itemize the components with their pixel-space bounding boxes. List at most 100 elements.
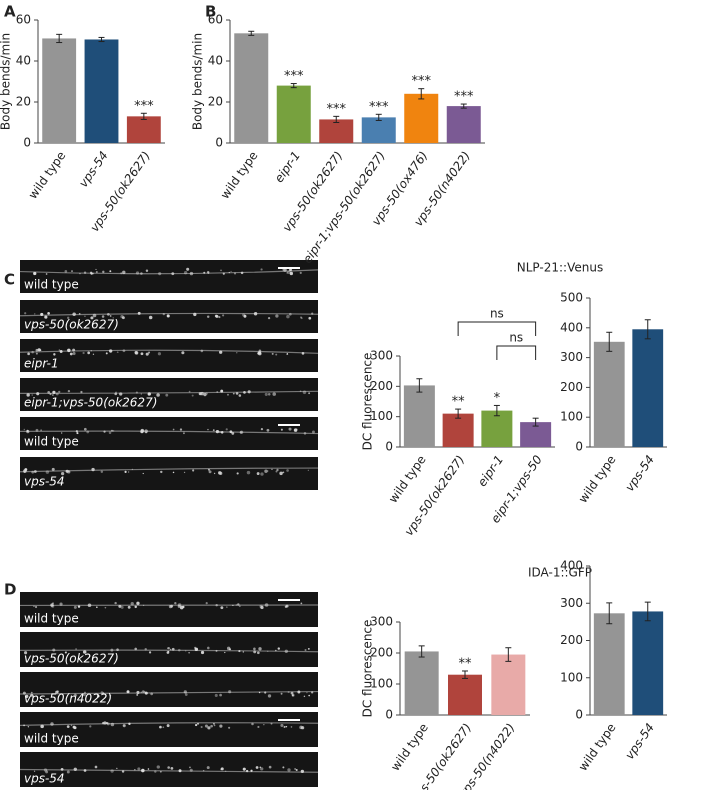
puncta bbox=[130, 602, 134, 606]
y-axis-label: DC fluorescence bbox=[361, 620, 375, 718]
error-bar bbox=[416, 378, 423, 393]
puncta bbox=[66, 316, 70, 320]
y-tick-label: 100 bbox=[370, 409, 393, 423]
puncta bbox=[52, 602, 54, 604]
puncta bbox=[235, 604, 238, 606]
puncta bbox=[207, 468, 210, 471]
puncta bbox=[34, 313, 36, 315]
significance: *** bbox=[134, 99, 154, 114]
significance: *** bbox=[369, 100, 389, 115]
puncta bbox=[303, 695, 306, 698]
puncta bbox=[141, 768, 145, 773]
puncta bbox=[77, 605, 81, 608]
puncta bbox=[112, 430, 115, 432]
puncta bbox=[94, 765, 98, 769]
puncta bbox=[136, 601, 140, 605]
puncta bbox=[267, 694, 272, 698]
puncta bbox=[167, 647, 169, 649]
puncta bbox=[216, 391, 219, 393]
puncta bbox=[308, 392, 311, 395]
puncta bbox=[301, 352, 305, 355]
bar bbox=[442, 413, 474, 447]
puncta bbox=[195, 724, 198, 727]
puncta bbox=[112, 317, 114, 319]
puncta bbox=[258, 647, 262, 651]
y-tick-label: 60 bbox=[16, 13, 31, 27]
puncta bbox=[68, 470, 70, 473]
puncta bbox=[82, 650, 87, 654]
puncta bbox=[141, 690, 145, 693]
puncta bbox=[30, 691, 33, 694]
puncta bbox=[159, 770, 162, 773]
puncta bbox=[177, 648, 181, 652]
puncta bbox=[30, 693, 34, 697]
puncta bbox=[280, 692, 283, 695]
puncta bbox=[70, 724, 73, 727]
puncta bbox=[25, 694, 29, 698]
y-tick-label: 40 bbox=[16, 54, 31, 68]
puncta bbox=[214, 693, 218, 697]
puncta bbox=[224, 770, 227, 772]
puncta bbox=[275, 353, 278, 356]
puncta bbox=[168, 605, 173, 609]
y-axis-label: Body bends/min bbox=[191, 33, 205, 130]
puncta bbox=[35, 352, 38, 355]
puncta bbox=[220, 269, 222, 272]
puncta bbox=[285, 725, 288, 728]
puncta bbox=[253, 650, 257, 654]
error-bar bbox=[333, 115, 340, 123]
puncta bbox=[307, 647, 310, 650]
puncta bbox=[128, 722, 131, 726]
puncta bbox=[253, 647, 256, 651]
puncta bbox=[260, 268, 263, 271]
puncta bbox=[145, 269, 149, 272]
puncta bbox=[131, 468, 134, 471]
puncta bbox=[26, 429, 29, 432]
puncta bbox=[299, 390, 302, 393]
puncta bbox=[40, 312, 44, 316]
bar bbox=[319, 119, 354, 143]
puncta bbox=[72, 725, 76, 729]
puncta bbox=[247, 390, 251, 394]
puncta bbox=[213, 722, 215, 725]
puncta bbox=[171, 647, 175, 651]
y-tick-label: 100 bbox=[560, 410, 583, 424]
x-tick-label: eipr-1 bbox=[272, 149, 303, 185]
puncta bbox=[126, 690, 130, 694]
puncta bbox=[188, 652, 190, 654]
puncta bbox=[40, 724, 44, 729]
puncta bbox=[220, 431, 224, 434]
bar bbox=[632, 329, 664, 447]
puncta bbox=[102, 270, 105, 274]
puncta bbox=[34, 605, 38, 609]
puncta bbox=[300, 769, 305, 774]
puncta bbox=[31, 470, 35, 474]
puncta bbox=[144, 647, 147, 651]
puncta bbox=[207, 726, 211, 730]
puncta bbox=[59, 349, 63, 353]
puncta bbox=[302, 390, 307, 395]
micrograph-label: vps-50(ok2627) bbox=[24, 652, 119, 666]
puncta bbox=[189, 271, 194, 276]
puncta bbox=[137, 767, 141, 771]
puncta bbox=[47, 391, 51, 394]
puncta bbox=[245, 769, 249, 773]
puncta bbox=[51, 394, 54, 396]
puncta bbox=[210, 724, 213, 728]
puncta bbox=[264, 469, 268, 473]
micrograph bbox=[20, 339, 318, 372]
puncta bbox=[158, 272, 162, 276]
puncta bbox=[264, 691, 267, 694]
puncta bbox=[242, 651, 245, 653]
puncta bbox=[24, 468, 28, 471]
puncta bbox=[172, 428, 175, 431]
y-tick-label: 300 bbox=[560, 350, 583, 364]
puncta bbox=[215, 604, 218, 607]
puncta bbox=[289, 271, 294, 276]
puncta bbox=[22, 691, 26, 695]
puncta bbox=[135, 271, 140, 275]
puncta bbox=[143, 690, 146, 694]
puncta bbox=[213, 472, 216, 475]
puncta bbox=[286, 469, 289, 472]
puncta bbox=[67, 389, 71, 393]
